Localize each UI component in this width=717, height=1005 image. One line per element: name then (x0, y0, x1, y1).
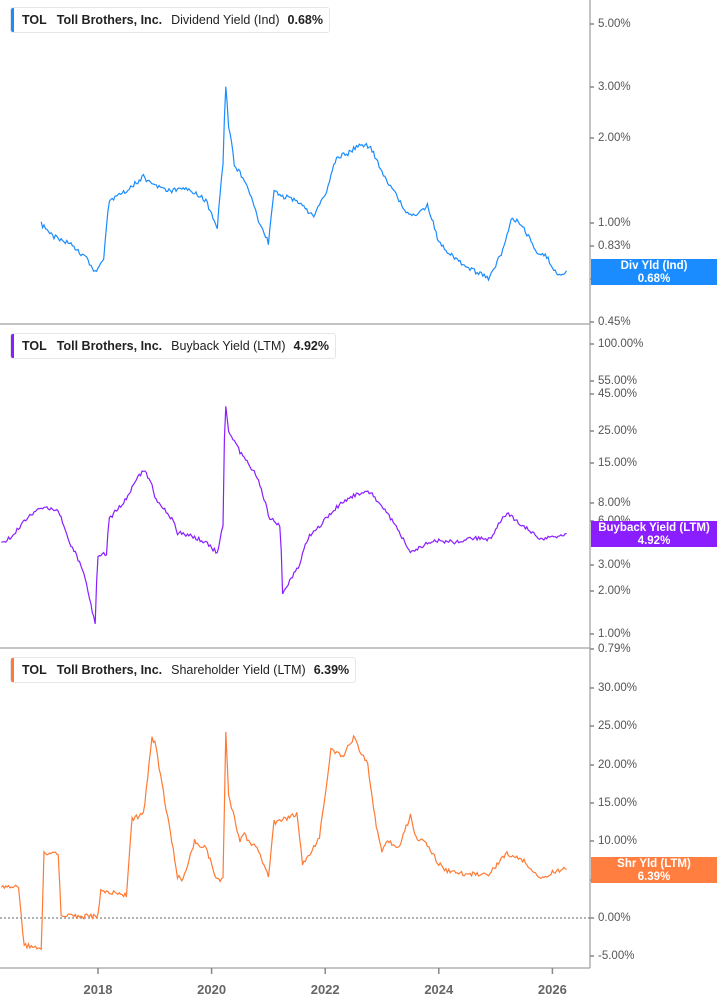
legend-company: Toll Brothers, Inc. (56, 663, 163, 677)
legend-buyback-yield[interactable]: TOL Toll Brothers, Inc. Buyback Yield (L… (10, 333, 336, 359)
legend-shareholder-yield[interactable]: TOL Toll Brothers, Inc. Shareholder Yiel… (10, 657, 357, 683)
current-value-flag-shareholder: Shr Yld (LTM) 6.39% (591, 857, 717, 883)
legend-company: Toll Brothers, Inc. (56, 339, 163, 353)
legend-metric: Shareholder Yield (LTM) (171, 663, 306, 677)
legend-ticker: TOL (22, 339, 47, 353)
series-color-swatch (11, 658, 14, 682)
buyback-yield-line (1, 406, 567, 625)
y-tick-label: 0.83% (598, 240, 631, 252)
y-tick-label: 5.00% (598, 18, 631, 30)
flag-label: Buyback Yield (LTM) (598, 522, 710, 534)
y-tick-label: 55.00% (598, 375, 638, 387)
legend-value: 6.39% (313, 663, 350, 677)
legend-value: 0.68% (287, 13, 323, 27)
current-value-flag-buyback: Buyback Yield (LTM) 4.92% (591, 521, 717, 547)
y-tick-label: 0.79% (598, 643, 631, 655)
y-tick-label: 30.00% (598, 682, 638, 694)
flag-value: 0.68% (637, 272, 671, 285)
y-tick-label: 2.00% (598, 132, 631, 144)
y-tick-label: 25.00% (598, 720, 638, 732)
legend-ticker: TOL (22, 13, 47, 27)
flag-label: Shr Yld (LTM) (617, 858, 691, 870)
flag-label: Div Yld (Ind) (620, 260, 688, 272)
flag-value: 6.39% (637, 870, 671, 883)
shareholder-yield-line (0, 731, 567, 951)
legend-value: 4.92% (293, 339, 329, 353)
legend-ticker: TOL (22, 663, 47, 677)
current-value-flag-dividend: Div Yld (Ind) 0.68% (591, 259, 717, 285)
flag-value: 4.92% (637, 534, 671, 547)
y-tick-label: 1.00% (598, 217, 631, 229)
y-tick-label: 15.00% (598, 797, 638, 809)
x-tick-label: 2026 (537, 982, 567, 997)
legend-metric: Buyback Yield (LTM) (171, 339, 286, 353)
legend-company: Toll Brothers, Inc. (56, 13, 163, 27)
y-tick-label: -5.00% (598, 950, 635, 962)
series-color-swatch (11, 8, 14, 32)
x-tick-label: 2018 (83, 982, 113, 997)
x-tick-label: 2024 (424, 982, 454, 997)
axes (0, 0, 594, 974)
legend-metric: Dividend Yield (Ind) (171, 13, 280, 27)
legend-dividend-yield[interactable]: TOL Toll Brothers, Inc. Dividend Yield (… (10, 7, 330, 33)
y-tick-label: 1.00% (598, 628, 631, 640)
y-tick-label: 25.00% (598, 425, 638, 437)
dividend-yield-line (40, 86, 568, 282)
y-tick-label: 10.00% (598, 835, 638, 847)
y-tick-label: 100.00% (598, 338, 644, 350)
x-tick-label: 2020 (197, 982, 227, 997)
y-tick-label: 8.00% (598, 497, 631, 509)
y-tick-label: 45.00% (598, 388, 638, 400)
y-tick-label: 3.00% (598, 559, 631, 571)
y-tick-label: 3.00% (598, 81, 631, 93)
x-tick-label: 2022 (310, 982, 340, 997)
y-tick-label: 20.00% (598, 759, 638, 771)
y-tick-label: 0.45% (598, 316, 631, 328)
y-tick-label: 0.00% (598, 912, 631, 924)
series-color-swatch (11, 334, 14, 358)
y-tick-label: 15.00% (598, 457, 638, 469)
y-tick-label: 2.00% (598, 585, 631, 597)
